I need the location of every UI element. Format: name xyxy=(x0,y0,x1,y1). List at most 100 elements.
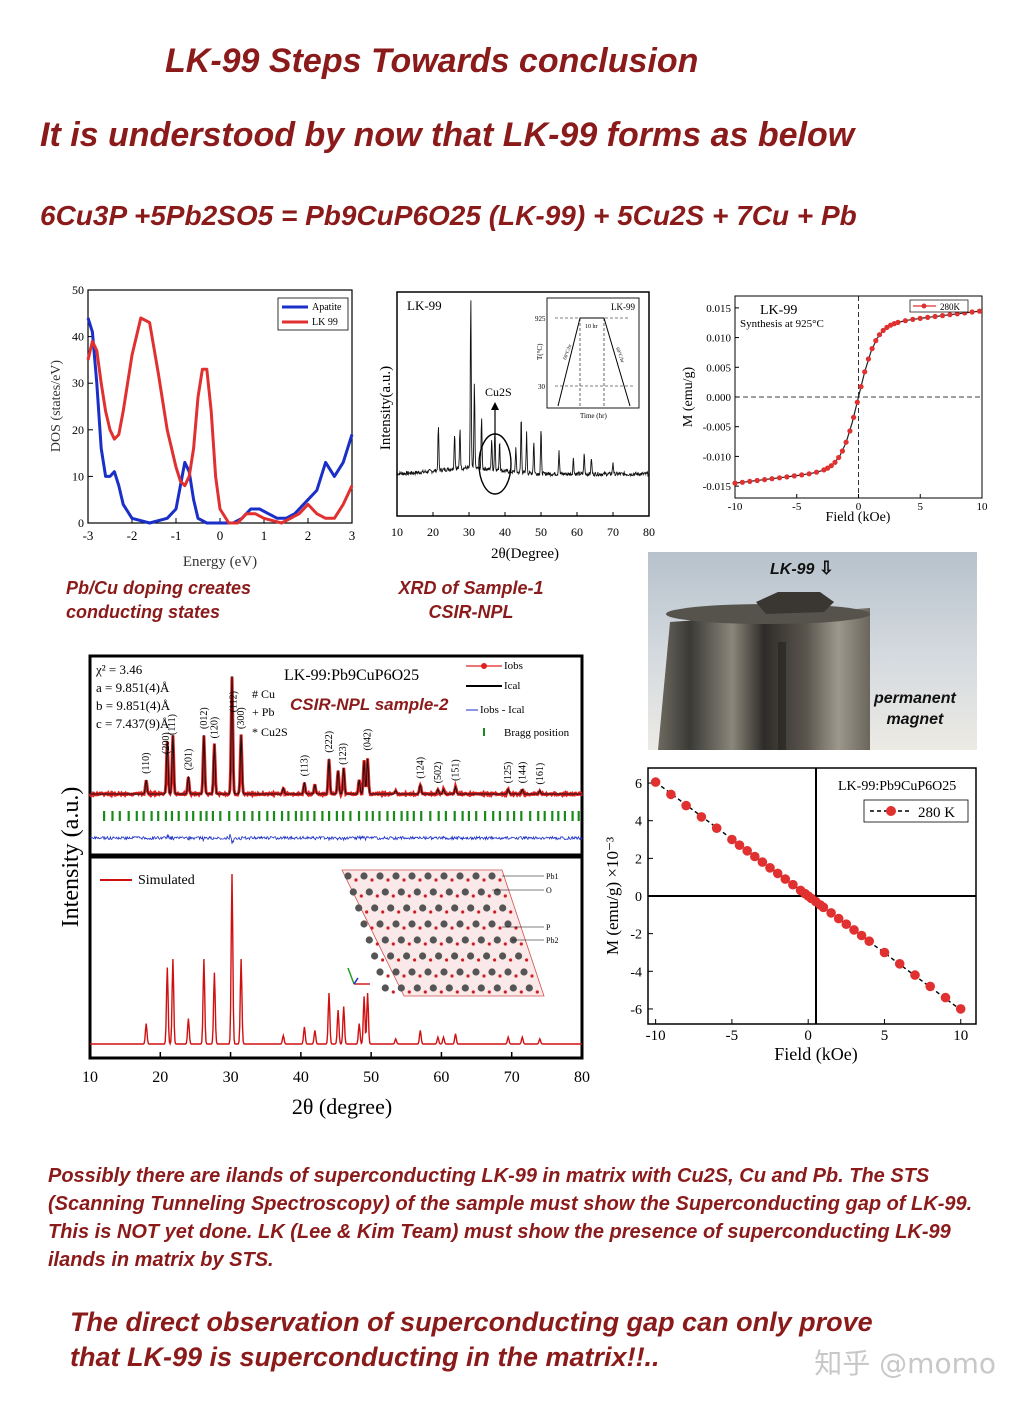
crystal-atom-o xyxy=(402,878,406,882)
crystal-atom-pb xyxy=(429,936,437,944)
mh1-point xyxy=(865,356,871,362)
dos-legend-apatite: Apatite xyxy=(312,302,342,313)
crystal-atom-o xyxy=(509,910,513,914)
crystal-atom-o xyxy=(381,958,385,962)
dos-ylabel: DOS (states/eV) xyxy=(49,360,64,452)
crystal-atom-o xyxy=(503,942,507,946)
crystal-atom-o xyxy=(418,926,422,930)
mh1-point xyxy=(925,314,931,320)
crystal-atom-o xyxy=(477,958,481,962)
mh2-xtick-label: -10 xyxy=(646,1028,666,1044)
mh1-point xyxy=(843,439,849,445)
xrd2-xtick-label: 40 xyxy=(293,1069,309,1086)
xrd2-hkl-label: (123) xyxy=(338,743,349,765)
crystal-atom-o xyxy=(354,878,358,882)
mh2-legend: 280 K xyxy=(863,799,969,823)
crystal-atom-pb xyxy=(477,888,485,896)
crystal-atom-o xyxy=(535,990,539,994)
crystal-atom-o xyxy=(498,878,502,882)
mh1-point xyxy=(828,463,834,469)
mh1-xlabel: Field (kOe) xyxy=(826,510,891,525)
crystal-atom-pb xyxy=(408,872,416,880)
crystal-atom-o xyxy=(434,926,438,930)
xrd1-inset-30: 30 xyxy=(538,383,546,391)
xrd2-hkl-label: (113) xyxy=(299,755,310,776)
xrd1-inset-hold: 10 hr xyxy=(585,324,598,330)
mh2-point xyxy=(650,777,661,787)
xrd2-legend-diff: Iobs - Ical xyxy=(480,704,525,716)
down-arrow-icon: ⇩ xyxy=(818,558,834,578)
crystal-atom-pb xyxy=(520,968,528,976)
crystal-atom-o xyxy=(525,958,529,962)
dos-series-apatite xyxy=(86,317,354,525)
mh1-point xyxy=(876,332,883,338)
dos-xtick-label: 0 xyxy=(217,528,224,543)
crystal-atom-pb xyxy=(467,952,475,960)
crystal-atom-pb xyxy=(397,984,405,992)
xrd2-top-frame xyxy=(88,654,584,857)
xrd2-phase-cu2s: * Cu2S xyxy=(252,725,288,739)
crystal-atom-pb xyxy=(483,952,491,960)
crystal-atom-o xyxy=(397,958,401,962)
xrd2-hkl-label: (201) xyxy=(183,749,194,771)
mh2-point xyxy=(879,947,890,958)
crystal-atom-pb xyxy=(451,904,459,912)
crystal-atom-o xyxy=(466,878,470,882)
xrd2-sim-legend: Simulated xyxy=(100,873,195,888)
mh1-xtick-label: 5 xyxy=(918,501,924,513)
crystal-atom-pb xyxy=(461,936,469,944)
crystal-atom-pb xyxy=(424,920,432,928)
dos-ytick-label: 10 xyxy=(72,469,84,483)
xrd1-xtick-label: 30 xyxy=(463,525,475,539)
xrd1-chart: LK-99 10 20 30 40 50 60 70 80 Cu2S LK-99 925 30… xyxy=(378,291,655,562)
xrd2-legend-bragg: Bragg position xyxy=(504,727,570,739)
xrd1-inset: LK-99 925 30 10 hr 60°C/hr 60°C/hr T(°C)… xyxy=(535,297,640,420)
crystal-atom-pb xyxy=(440,920,448,928)
crystal-atom-o xyxy=(493,958,497,962)
xrd2-cal-line xyxy=(90,675,582,795)
mh1-point xyxy=(806,471,812,477)
crystal-atom-o xyxy=(471,894,475,898)
xrd2-hkl-label: (200) xyxy=(161,732,172,754)
mh2-point xyxy=(734,840,745,850)
crystal-atom-pb xyxy=(440,872,448,880)
mh1-point xyxy=(902,318,908,324)
crystal-atom-o xyxy=(418,974,422,978)
crystal-atom-pb xyxy=(488,920,496,928)
mh1-ytick-label: 0.005 xyxy=(706,362,731,374)
mh2-point xyxy=(925,981,935,992)
crystal-label-p: P xyxy=(546,923,551,932)
sts-paragraph: Possibly there are ilands of superconduc… xyxy=(48,1165,973,1271)
crystal-atom-pb xyxy=(408,968,416,976)
photo-magnet-line2: magnet xyxy=(886,711,944,728)
mh1-point xyxy=(910,316,916,322)
crystal-atom-pb xyxy=(504,968,512,976)
xrd1-xtick-label: 60 xyxy=(571,525,583,539)
crystal-atom-o xyxy=(530,974,534,978)
crystal-atom-o xyxy=(386,878,390,882)
crystal-atom-pb xyxy=(461,984,469,992)
crystal-atom-o xyxy=(487,942,491,946)
crystal-atom-pb xyxy=(435,904,443,912)
crystal-atom-o xyxy=(509,958,513,962)
xrd1-title: LK-99 xyxy=(407,298,442,313)
xrd2-ylabel: Intensity (a.u.) xyxy=(58,787,84,928)
xrd2-c: c = 7.437(9)Å xyxy=(96,716,170,731)
xrd2-fit-params: χ² = 3.46 a = 9.851(4)Å b = 9.851(4)Å c … xyxy=(95,662,171,731)
crystal-atom-pb xyxy=(387,904,395,912)
crystal-atom-o xyxy=(413,958,417,962)
watermark: 知乎 @momo xyxy=(814,1347,996,1380)
xrd2-hkl-label: (151) xyxy=(451,759,462,781)
mh1-point xyxy=(825,465,831,471)
magnet-photo: LK-99 ⇩ permanent magnet xyxy=(648,552,977,750)
xrd2-hkl-label: (502) xyxy=(433,762,444,784)
crystal-axes-icon xyxy=(347,967,370,985)
crystal-atom-o xyxy=(450,878,454,882)
conclusion-line1: The direct observation of superconductin… xyxy=(70,1307,873,1337)
crystal-atom-pb xyxy=(397,936,405,944)
crystal-atom-o xyxy=(445,910,449,914)
page-subtitle: It is understood by now that LK-99 forms… xyxy=(40,116,855,154)
crystal-atom-pb xyxy=(381,936,389,944)
xrd1-pattern-line xyxy=(396,300,650,478)
mh1-point xyxy=(976,308,983,314)
